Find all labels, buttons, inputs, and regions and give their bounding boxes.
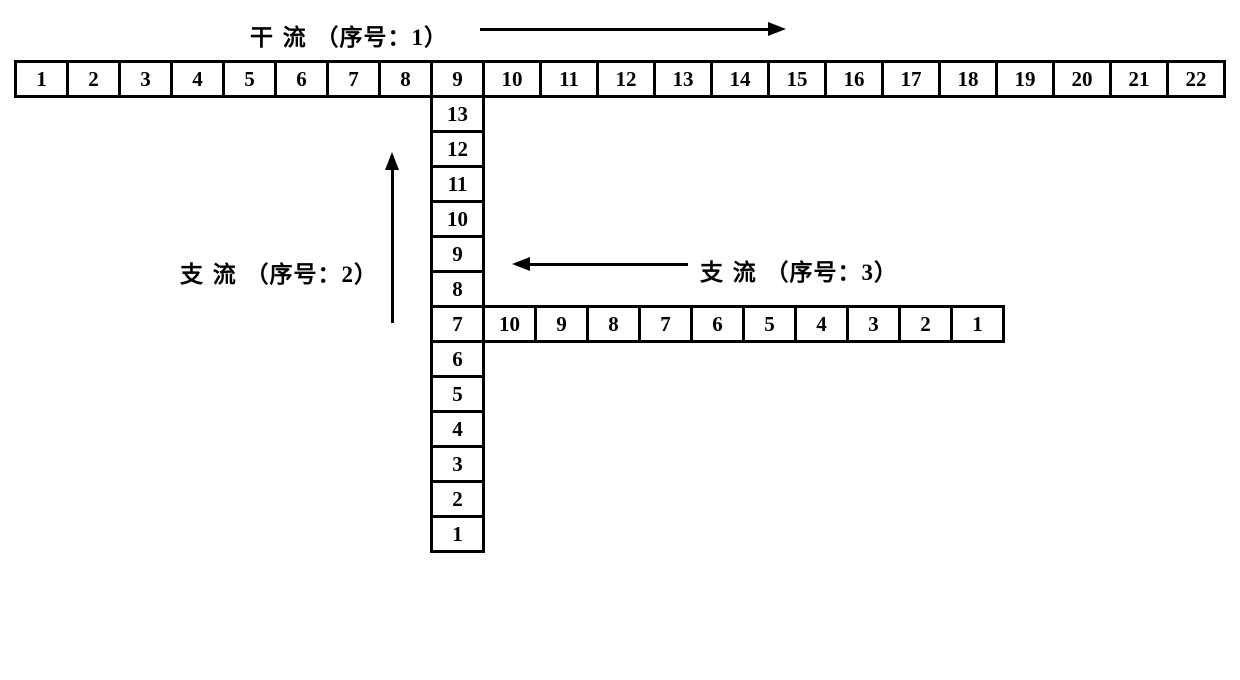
branch2-cell: 11 bbox=[430, 165, 485, 203]
branch2-cell: 8 bbox=[430, 270, 485, 308]
branch3-cell: 6 bbox=[690, 305, 745, 343]
diagram-stage: 干 流 （序号：1） 1 2 3 4 5 6 7 8 9 10 11 12 13… bbox=[0, 0, 1240, 680]
main-cell: 4 bbox=[170, 60, 225, 98]
main-cell: 3 bbox=[118, 60, 173, 98]
branch2-label-prefix: 支 流 bbox=[180, 262, 238, 287]
main-cell: 13 bbox=[653, 60, 713, 98]
branch2-label: 支 流 （序号：2） bbox=[180, 255, 378, 289]
main-cell: 20 bbox=[1052, 60, 1112, 98]
branch2-cell: 7 bbox=[430, 305, 485, 343]
main-cell: 17 bbox=[881, 60, 941, 98]
main-cell: 22 bbox=[1166, 60, 1226, 98]
main-cell: 2 bbox=[66, 60, 121, 98]
main-cell: 1 bbox=[14, 60, 69, 98]
branch3-cell: 9 bbox=[534, 305, 589, 343]
main-arrow-head bbox=[768, 22, 786, 36]
branch3-label-suffix: （序号：3） bbox=[766, 260, 899, 285]
main-cell: 9 bbox=[430, 60, 485, 98]
branch3-cell: 5 bbox=[742, 305, 797, 343]
main-cell: 18 bbox=[938, 60, 998, 98]
branch3-label-prefix: 支 流 bbox=[700, 260, 758, 285]
branch3-cell: 2 bbox=[898, 305, 953, 343]
branch2-cell: 10 bbox=[430, 200, 485, 238]
branch3-label: 支 流 （序号：3） bbox=[700, 253, 898, 287]
main-cell: 6 bbox=[274, 60, 329, 98]
main-cell: 10 bbox=[482, 60, 542, 98]
main-cell: 14 bbox=[710, 60, 770, 98]
main-cell: 15 bbox=[767, 60, 827, 98]
branch3-cell: 7 bbox=[638, 305, 693, 343]
branch2-cell: 6 bbox=[430, 340, 485, 378]
branch2-label-suffix: （序号：2） bbox=[246, 262, 379, 287]
branch3-cell: 10 bbox=[482, 305, 537, 343]
main-cell: 21 bbox=[1109, 60, 1169, 98]
branch2-cell: 12 bbox=[430, 130, 485, 168]
main-cell: 19 bbox=[995, 60, 1055, 98]
main-cell: 16 bbox=[824, 60, 884, 98]
main-cell: 8 bbox=[378, 60, 433, 98]
branch2-cell: 5 bbox=[430, 375, 485, 413]
branch3-arrow-line bbox=[528, 263, 688, 266]
branch3-cell: 4 bbox=[794, 305, 849, 343]
branch2-cell: 1 bbox=[430, 515, 485, 553]
main-label-suffix: （序号：1） bbox=[316, 25, 449, 50]
branch2-arrow-head bbox=[385, 152, 399, 170]
branch2-arrow-line bbox=[391, 168, 394, 323]
main-label-prefix: 干 流 bbox=[250, 25, 308, 50]
main-cell: 11 bbox=[539, 60, 599, 98]
main-stream-label: 干 流 （序号：1） bbox=[250, 18, 448, 52]
main-cell: 12 bbox=[596, 60, 656, 98]
main-cell: 7 bbox=[326, 60, 381, 98]
branch2-cell: 9 bbox=[430, 235, 485, 273]
branch3-cell: 3 bbox=[846, 305, 901, 343]
branch2-cell: 3 bbox=[430, 445, 485, 483]
branch2-cell: 13 bbox=[430, 95, 485, 133]
branch3-arrow-head bbox=[512, 257, 530, 271]
branch3-cell: 1 bbox=[950, 305, 1005, 343]
main-cell: 5 bbox=[222, 60, 277, 98]
branch3-cell: 8 bbox=[586, 305, 641, 343]
branch2-cell: 2 bbox=[430, 480, 485, 518]
main-arrow-line bbox=[480, 28, 770, 31]
branch2-cell: 4 bbox=[430, 410, 485, 448]
